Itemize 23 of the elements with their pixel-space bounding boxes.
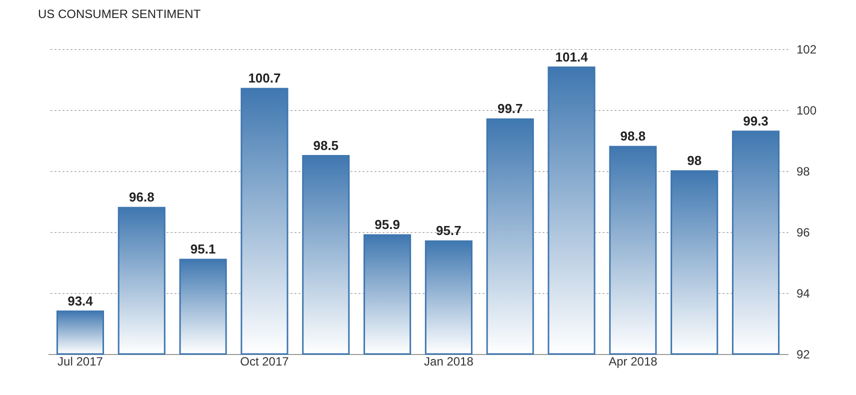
chart-title: US CONSUMER SENTIMENT <box>38 7 202 21</box>
data-label: 101.4 <box>555 49 589 64</box>
y-tick-label: 98 <box>796 164 810 178</box>
y-tick-label: 92 <box>796 348 810 362</box>
y-tick-label: 94 <box>796 286 810 300</box>
data-label: 95.7 <box>436 223 462 238</box>
data-label: 99.3 <box>743 113 768 128</box>
x-tick-label: Jul 2017 <box>58 354 104 368</box>
data-label: 99.7 <box>497 101 523 116</box>
x-tick-label: Jan 2018 <box>424 354 474 368</box>
y-tick-label: 100 <box>796 104 817 118</box>
data-label: 96.8 <box>128 190 154 205</box>
y-tick-label: 96 <box>796 226 810 240</box>
y-tick-label: 102 <box>796 42 817 56</box>
data-label: 93.4 <box>68 293 94 308</box>
x-tick-label: Apr 2018 <box>608 354 658 368</box>
x-tick-label: Oct 2017 <box>240 354 290 368</box>
data-label: 95.9 <box>374 217 400 232</box>
data-label: 98 <box>687 153 702 168</box>
data-label: 98.8 <box>620 128 646 144</box>
data-label: 95.1 <box>190 241 216 256</box>
data-label: 98.5 <box>313 138 339 153</box>
data-label: 100.7 <box>248 70 281 86</box>
